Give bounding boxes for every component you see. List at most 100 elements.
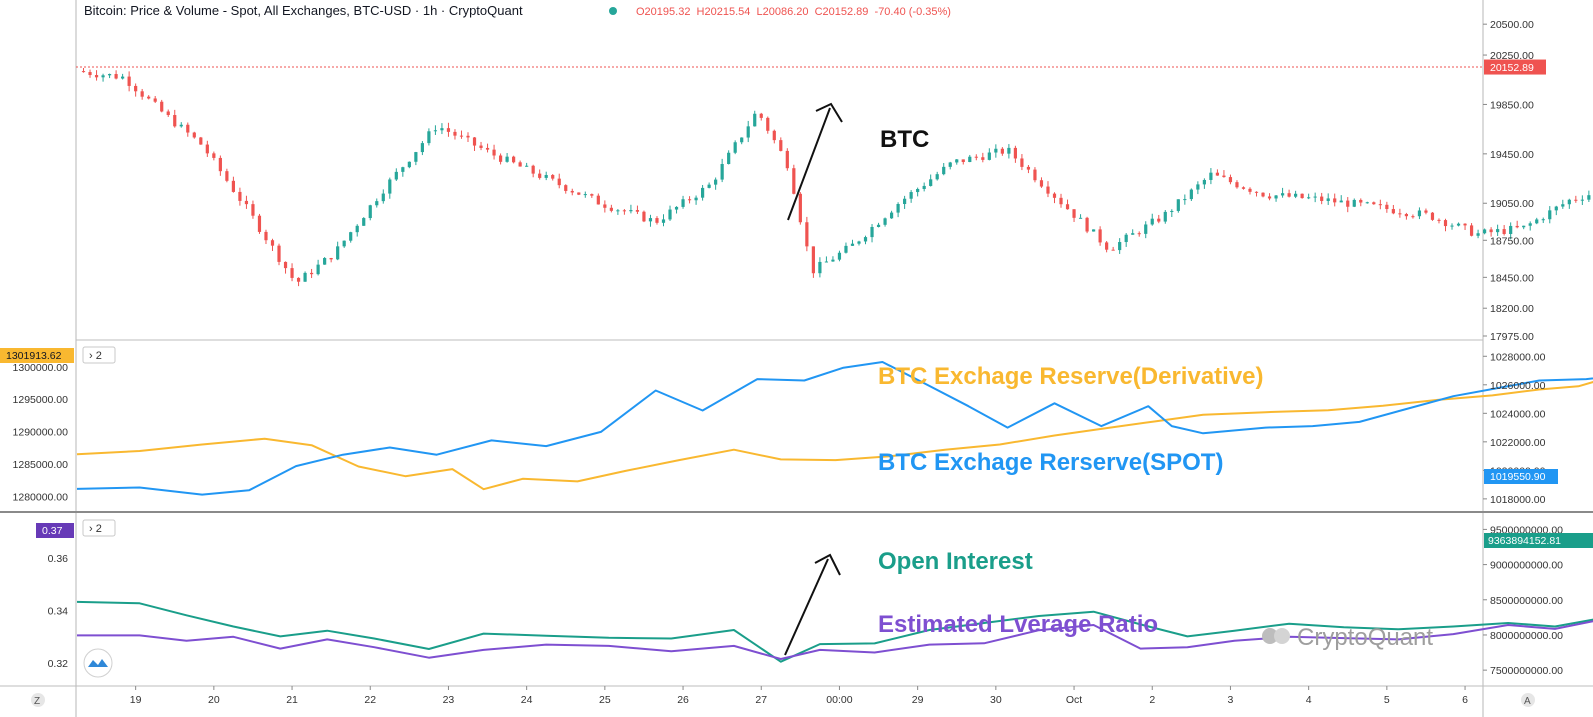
candle (186, 122, 190, 137)
candle (1580, 195, 1584, 205)
candle (1528, 221, 1532, 231)
time-axis: 19 20 21 22 23 24 25 26 27 00:00 29 30 Oct 2 3 4 5 6 (130, 686, 1468, 706)
candle (622, 209, 626, 215)
candle (1124, 233, 1128, 247)
candle (296, 277, 301, 287)
candle (1026, 164, 1031, 174)
candle (570, 188, 574, 196)
oi-up-arrow-icon (784, 553, 841, 656)
cryptoquant-logo-icon (1262, 628, 1290, 644)
candle (674, 206, 679, 214)
candle (1065, 199, 1070, 210)
candle (1333, 193, 1337, 207)
candle (160, 99, 164, 113)
zoom-reset-button[interactable]: Z (31, 693, 45, 707)
price-tick-label: 17975.00 (1490, 331, 1534, 343)
pane3-legend-toggle-button[interactable]: › 2 (82, 519, 116, 537)
candle (1417, 207, 1422, 220)
candle (140, 88, 144, 100)
candle (707, 182, 711, 189)
candle (1039, 177, 1044, 188)
svg-text:› 2: › 2 (89, 350, 102, 362)
candle (1111, 246, 1115, 251)
candle (1052, 192, 1057, 204)
candle (798, 192, 802, 225)
candle (759, 112, 763, 121)
candle (1033, 167, 1037, 183)
candle (101, 73, 105, 82)
candle (459, 130, 464, 139)
chart-title: Bitcoin: Price & Volume - Spot, All Exch… (84, 3, 523, 18)
candle (316, 259, 320, 276)
candle (616, 209, 620, 215)
candle (1137, 231, 1141, 237)
candle (831, 256, 835, 262)
reserve-axis-left: 1300000.00 1295000.00 1290000.00 1285000.00… (13, 362, 69, 503)
candle (1307, 193, 1311, 200)
candle (1267, 193, 1272, 201)
candle (1294, 190, 1298, 199)
candle (1222, 170, 1226, 178)
candle (134, 83, 138, 97)
candle (440, 123, 444, 135)
candle (583, 191, 587, 198)
time-tick-label: 24 (521, 694, 533, 706)
candle (1391, 204, 1395, 215)
candle (290, 263, 294, 282)
candle (153, 95, 157, 104)
candle (1248, 187, 1252, 195)
time-tick-label: 22 (364, 694, 376, 706)
candle (1078, 214, 1083, 219)
candle (922, 182, 926, 192)
candle (1092, 229, 1096, 232)
auto-scale-button[interactable]: A (1521, 693, 1535, 707)
candle (779, 137, 783, 152)
candle (889, 210, 894, 219)
price-up-arrow-icon (787, 102, 843, 221)
candle (857, 240, 861, 246)
candle (1404, 212, 1408, 220)
oi-leverage-lines (76, 600, 1593, 663)
candle (1398, 208, 1402, 218)
candle (564, 184, 568, 194)
candle (1287, 189, 1291, 198)
candle (1515, 220, 1519, 229)
candle (173, 109, 177, 128)
reserve-right-tick-label: 1024000.00 (1490, 408, 1546, 420)
candle (1059, 193, 1063, 208)
candle (1046, 181, 1050, 198)
candle (720, 158, 724, 183)
pane2-legend-toggle-button[interactable]: › 2 (82, 346, 116, 364)
oi-tick-label: 7500000000.00 (1490, 665, 1563, 677)
candle (648, 214, 653, 227)
time-tick-label: 26 (677, 694, 689, 706)
candle (733, 140, 737, 155)
candle (1320, 192, 1324, 205)
candle (766, 116, 770, 134)
candle (687, 196, 692, 204)
leverage-ratio-line (77, 620, 1593, 660)
candle (1157, 214, 1161, 224)
spot-reserve-line (76, 361, 1593, 496)
candle (1144, 221, 1148, 239)
candle (916, 187, 920, 197)
candle (420, 141, 424, 156)
price-tick-label: 18200.00 (1490, 303, 1534, 315)
candle (336, 241, 340, 261)
candle (1476, 229, 1480, 239)
candle (590, 193, 594, 198)
oi-tick-label: 8500000000.00 (1490, 595, 1563, 607)
candle (1567, 198, 1571, 209)
candle (785, 148, 789, 171)
candle (1372, 201, 1376, 205)
candle (1280, 187, 1285, 198)
candle (596, 193, 600, 205)
candle (225, 168, 229, 183)
candle (883, 217, 887, 227)
candle (1013, 145, 1017, 163)
candle (1170, 209, 1174, 218)
candle (1274, 195, 1278, 202)
candle (433, 125, 438, 135)
candle (127, 71, 131, 92)
